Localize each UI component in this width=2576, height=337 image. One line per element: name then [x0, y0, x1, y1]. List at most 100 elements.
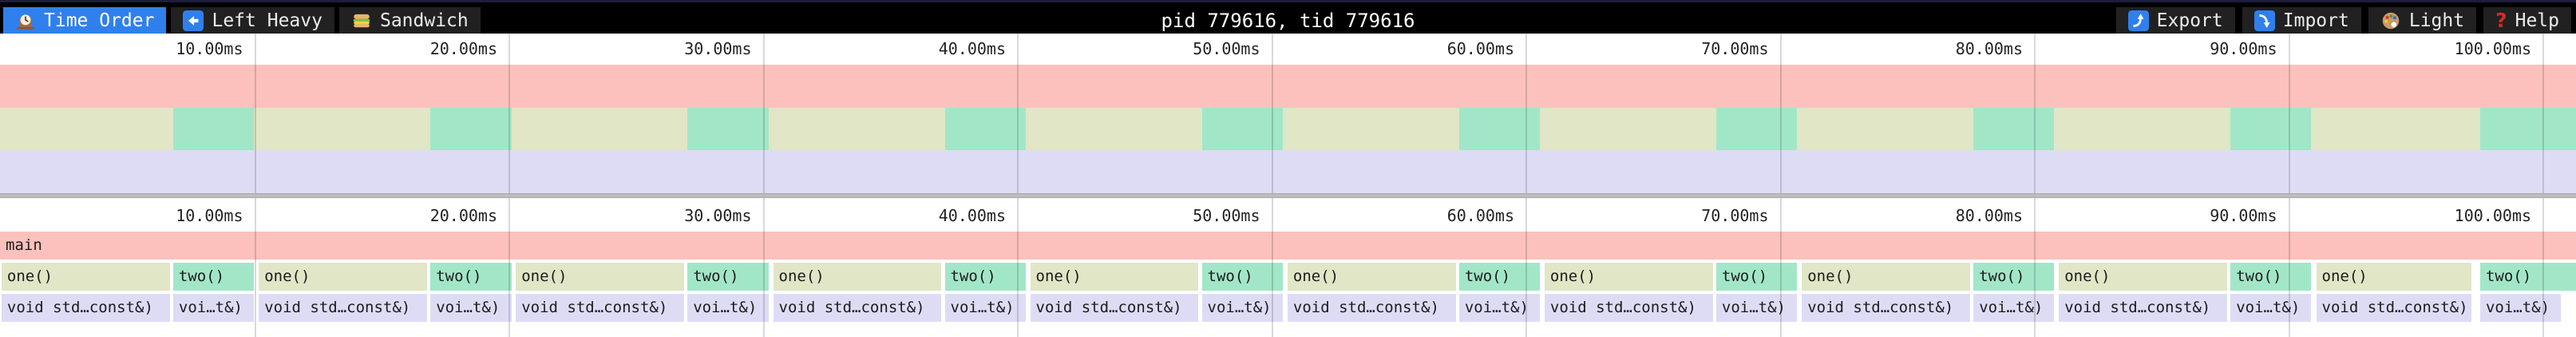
help-button[interactable]: ? Help: [2483, 7, 2571, 34]
chart-tick-label: 20.00ms: [429, 206, 497, 225]
frame-one[interactable]: one(): [1802, 263, 1971, 291]
frame-two[interactable]: two(): [687, 263, 769, 291]
minimap-gridline: [1779, 34, 1782, 193]
frame-voi-t[interactable]: voi…t&): [944, 294, 1026, 322]
frame-void-std-const[interactable]: void std…const&): [2059, 294, 2228, 322]
frame-voi-t[interactable]: voi…t&): [2479, 294, 2561, 322]
frame-void-std-const[interactable]: void std…const&): [1287, 294, 1456, 322]
minimap-gridline: [2288, 34, 2290, 193]
minimap-time-ruler: 10.00ms 20.00ms 30.00ms 40.00ms 50.00ms 60.00…: [0, 34, 2576, 65]
frame-two[interactable]: two(): [2230, 263, 2312, 291]
frame-voi-t[interactable]: voi…t&): [1973, 294, 2055, 322]
minimap-two-segment: [1973, 107, 2055, 151]
frame-void-std-const[interactable]: void std…const&): [2316, 294, 2471, 322]
clock-icon: [15, 10, 36, 31]
frame-one[interactable]: one(): [1030, 263, 1199, 291]
minimap-gridline: [762, 34, 765, 193]
frame-two[interactable]: two(): [430, 263, 512, 291]
frame-void-std-const[interactable]: void std…const&): [259, 294, 428, 322]
tab-label: Sandwich: [379, 10, 469, 31]
frame-one[interactable]: one(): [259, 263, 428, 291]
frame-two[interactable]: two(): [2479, 263, 2576, 291]
frame-two[interactable]: two(): [172, 263, 255, 291]
frame-one[interactable]: one(): [2059, 263, 2228, 291]
tab-time-order[interactable]: Time Order: [3, 7, 167, 34]
minimap-gridline: [1017, 34, 1019, 193]
frame-voi-t[interactable]: voi…t&): [687, 294, 769, 322]
chart-tick-label: 50.00ms: [1193, 206, 1260, 225]
frame-two[interactable]: two(): [1458, 263, 1541, 291]
chart-tick-label: 90.00ms: [2210, 206, 2277, 225]
minimap-tick-label: 70.00ms: [1701, 39, 1769, 58]
tab-sandwich[interactable]: Sandwich: [338, 7, 481, 34]
frame-void-std-const[interactable]: void std…const&): [773, 294, 942, 322]
chart-gridline: [2288, 198, 2290, 337]
minimap-two-segment: [2230, 107, 2312, 151]
frame-one[interactable]: one(): [516, 263, 685, 291]
export-button[interactable]: Export: [2115, 7, 2235, 34]
chart-gridline: [1525, 198, 1527, 337]
minimap-two-segment: [944, 107, 1026, 151]
chart-gridline: [762, 198, 765, 337]
minimap-two-segment: [687, 107, 769, 151]
tab-left-heavy[interactable]: Left Heavy: [171, 7, 334, 34]
minimap-tick-label: 90.00ms: [2210, 39, 2277, 58]
frame-two[interactable]: two(): [1715, 263, 1798, 291]
frame-one[interactable]: one(): [1, 263, 170, 291]
frame-voi-t[interactable]: voi…t&): [2230, 294, 2312, 322]
import-icon: [2254, 10, 2275, 31]
import-button[interactable]: Import: [2242, 7, 2361, 34]
minimap-band-main: [0, 65, 2576, 108]
tab-label: Time Order: [44, 10, 155, 31]
frame-void-std-const[interactable]: void std…const&): [516, 294, 685, 322]
help-icon: ?: [2495, 9, 2507, 32]
chart-tick-label: 100.00ms: [2454, 206, 2531, 225]
frame-one[interactable]: one(): [2316, 263, 2471, 291]
chart-gridline: [2034, 198, 2036, 337]
frame-void-std-const[interactable]: void std…const&): [1, 294, 170, 322]
view-tabs: Time Order Left Heavy Sandwich: [3, 7, 481, 34]
action-label: Import: [2282, 10, 2349, 31]
sandwich-icon: [351, 10, 372, 31]
frame-void-std-const[interactable]: void std…const&): [1544, 294, 1713, 322]
chart-tick-label: 60.00ms: [1446, 206, 1514, 225]
frame-one[interactable]: one(): [773, 263, 942, 291]
action-label: Export: [2156, 10, 2223, 31]
theme-toggle-button[interactable]: Light: [2368, 7, 2477, 34]
frame-one[interactable]: one(): [1287, 263, 1456, 291]
chart-gridline: [508, 198, 510, 337]
minimap-tick-label: 20.00ms: [429, 39, 497, 58]
frame-void-std-const[interactable]: void std…const&): [1802, 294, 1971, 322]
frame-voi-t[interactable]: voi…t&): [1458, 294, 1541, 322]
frame-voi-t[interactable]: voi…t&): [172, 294, 255, 322]
action-label: Light: [2408, 10, 2465, 31]
chart-gridline: [254, 198, 256, 337]
minimap-tick-label: 40.00ms: [938, 39, 1006, 58]
minimap-gridline: [508, 34, 510, 193]
minimap-tick-label: 80.00ms: [1955, 39, 2023, 58]
tab-label: Left Heavy: [212, 10, 322, 31]
minimap-gridline: [254, 34, 256, 193]
minimap-two-segment: [1458, 107, 1541, 151]
frame-voi-t[interactable]: voi…t&): [430, 294, 512, 322]
chart-tick-label: 80.00ms: [1955, 206, 2023, 225]
frame-two[interactable]: two(): [1201, 263, 1283, 291]
chart-tick-label: 10.00ms: [176, 206, 243, 225]
minimap-tick-label: 50.00ms: [1193, 39, 1260, 58]
frame-two[interactable]: two(): [944, 263, 1026, 291]
minimap[interactable]: 10.00ms 20.00ms 30.00ms 40.00ms 50.00ms 60.00…: [0, 34, 2576, 193]
frame-voi-t[interactable]: voi…t&): [1201, 294, 1283, 322]
flamechart[interactable]: 10.00ms 20.00ms 30.00ms 40.00ms 50.00ms 60.00…: [0, 198, 2576, 337]
chart-time-ruler: 10.00ms 20.00ms 30.00ms 40.00ms 50.00ms 60.00…: [0, 198, 2576, 232]
minimap-two-segment: [172, 107, 255, 151]
minimap-gridline: [1525, 34, 1527, 193]
minimap-chart-divider: [0, 193, 2576, 198]
frame-main[interactable]: main: [0, 232, 2576, 260]
palette-icon: [2380, 10, 2401, 31]
frame-two[interactable]: two(): [1973, 263, 2055, 291]
action-label: Help: [2515, 10, 2559, 31]
frame-void-std-const[interactable]: void std…const&): [1030, 294, 1199, 322]
chart-gridline: [1779, 198, 1782, 337]
frame-voi-t[interactable]: voi…t&): [1715, 294, 1798, 322]
frame-one[interactable]: one(): [1544, 263, 1713, 291]
